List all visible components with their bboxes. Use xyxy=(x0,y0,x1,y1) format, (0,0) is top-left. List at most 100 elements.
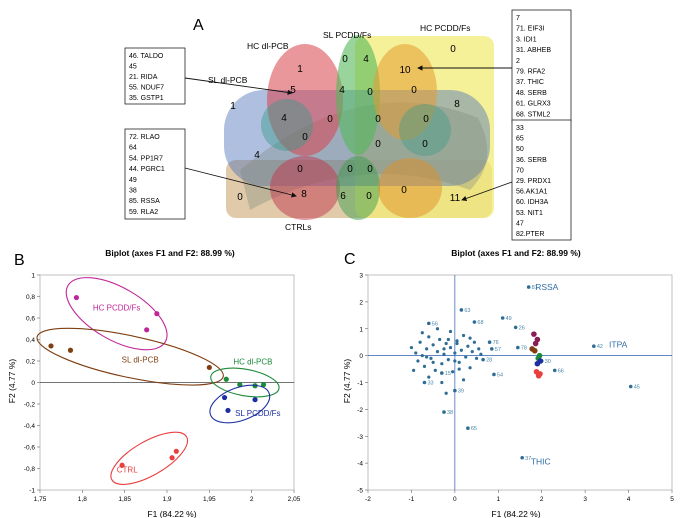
group-ellipse xyxy=(210,367,280,398)
box-bottomleft-line: 59. RLA2 xyxy=(129,209,158,216)
group-label: SL dl-PCB xyxy=(122,356,159,365)
venn-sl-pcdd-shape xyxy=(336,35,380,155)
count-center-0a: 0 xyxy=(367,87,373,98)
data-point xyxy=(73,294,80,301)
variable-label: 28 xyxy=(486,358,492,364)
variable-point xyxy=(477,347,481,351)
box-bottomleft-line: 44. PGRC1 xyxy=(129,166,165,173)
y-tick-label: -0,2 xyxy=(24,402,36,409)
box-bottomright-line: 47 xyxy=(516,220,524,227)
variable-point xyxy=(446,337,450,342)
variable-point xyxy=(457,360,461,364)
count-ctrl-0k: 0 xyxy=(401,185,407,196)
count-mid-0i: 0 xyxy=(347,164,353,175)
variable-point xyxy=(472,340,476,344)
variable-point xyxy=(468,366,472,370)
observation-point xyxy=(531,331,537,337)
y-tick-label: 0,6 xyxy=(26,316,35,323)
box-topright-line: 61. GLRX3 xyxy=(516,101,551,108)
variable-point xyxy=(422,380,427,385)
variable-point xyxy=(409,345,414,350)
observation-point xyxy=(532,340,539,347)
count-mid-0e: 0 xyxy=(302,132,308,143)
box-topright-line: 79. RFA2 xyxy=(516,69,545,76)
venn-teal-left xyxy=(261,99,313,151)
panel-c-ylabel: F2 (4.77 %) xyxy=(342,359,352,404)
data-point xyxy=(173,448,179,454)
group-label: SL PCDD/Fs xyxy=(235,409,281,418)
variable-point xyxy=(427,375,431,379)
panel-b-ylabel: F2 (4.77 %) xyxy=(7,359,17,404)
variable-point xyxy=(429,356,433,360)
venn-hc-dl-shape xyxy=(267,44,343,156)
panel-b-title: Biplot (axes F1 and F2: 88.99 %) xyxy=(105,248,235,258)
variable-point xyxy=(425,355,429,359)
box-topright-line: 7 xyxy=(516,15,520,22)
count-center-4: 4 xyxy=(339,85,345,96)
count-hc-pcdd-only: 0 xyxy=(450,44,456,55)
variable-point xyxy=(520,455,524,460)
y-tick-label: -3 xyxy=(357,434,363,441)
set-label-hc-pcdd: HC PCDD/Fs xyxy=(420,23,471,33)
x-tick-label: 0 xyxy=(453,496,457,503)
variable-point xyxy=(446,358,450,362)
panel-b-xlabel: F1 (84.22 %) xyxy=(147,509,196,518)
variable-point xyxy=(481,357,485,362)
group-ellipse xyxy=(36,327,224,386)
arrow-topleft xyxy=(184,77,293,96)
variable-point xyxy=(487,340,492,344)
variable-label: 30 xyxy=(545,359,551,365)
box-bottomleft-lines: 72. RLAO 64 54. PP1R7 44. PGRC1 49 38 85. RSSA… xyxy=(129,134,165,216)
group-ellipse xyxy=(209,384,271,424)
variable-point xyxy=(435,327,440,331)
y-tick-label: 0,8 xyxy=(26,294,35,301)
variable-point xyxy=(470,349,474,354)
count-ctrl-only: 0 xyxy=(237,192,243,203)
variable-point xyxy=(440,371,444,375)
x-tick-label: 2 xyxy=(540,496,544,503)
box-bottomright-line: 50 xyxy=(516,146,524,153)
count-ctrl-0l: 0 xyxy=(367,164,373,175)
data-point xyxy=(252,397,258,403)
set-label-hc-dl: HC dl-PCB xyxy=(247,41,289,51)
panel-b-plot: 1,75 1,8 1,85 1,9 1,95 2 2,05 1 0,8 0,6 0,4 0,2 0 -0,… xyxy=(24,273,301,504)
variable-point xyxy=(466,344,470,348)
group-ellipse xyxy=(110,431,189,485)
variable-point xyxy=(418,340,422,344)
variable-label: 57 xyxy=(495,347,501,353)
data-point xyxy=(260,382,267,388)
group-label: HC dl-PCB xyxy=(233,358,272,367)
count-ctrl-0j: 0 xyxy=(366,191,372,202)
variable-point xyxy=(455,339,459,343)
variable-point xyxy=(500,316,505,320)
variable-label: 81 xyxy=(532,285,538,291)
plot-frame xyxy=(367,274,673,491)
box-topright-line: 68. STML2 xyxy=(516,111,550,118)
variable-point xyxy=(427,321,431,326)
variable-point xyxy=(444,341,448,346)
panel-b: B Biplot (axes F1 and F2: 88.99 %) 1,75 1… xyxy=(7,248,301,518)
count-ctrl-8: 8 xyxy=(301,189,307,200)
variable-point xyxy=(489,347,494,351)
venn-red-lower xyxy=(270,156,340,220)
y-tick-label: -5 xyxy=(357,488,363,495)
set-label-sl-dl: SL dl-PCB xyxy=(208,75,248,85)
box-topright xyxy=(511,9,572,123)
variable-point xyxy=(448,345,453,350)
x-tick-label: 2 xyxy=(250,496,254,503)
panel-c-title: Biplot (axes F1 and F2: 88.99 %) xyxy=(451,248,581,258)
x-tick-label: 1,8 xyxy=(78,496,87,503)
variable-point xyxy=(412,368,416,373)
variable-point xyxy=(442,347,446,351)
x-tick-label: 5 xyxy=(670,496,674,503)
variable-point xyxy=(474,356,479,360)
observation-point xyxy=(537,371,543,377)
annotation-label: RSSA xyxy=(535,282,558,292)
x-tick-label: 1,95 xyxy=(203,496,216,503)
variable-label: 15 xyxy=(445,371,451,377)
count-hc-pcdd-main: 10 xyxy=(399,65,411,76)
variable-label: 66 xyxy=(558,368,564,374)
variable-point xyxy=(431,360,435,364)
venn-green-lower xyxy=(336,156,380,220)
